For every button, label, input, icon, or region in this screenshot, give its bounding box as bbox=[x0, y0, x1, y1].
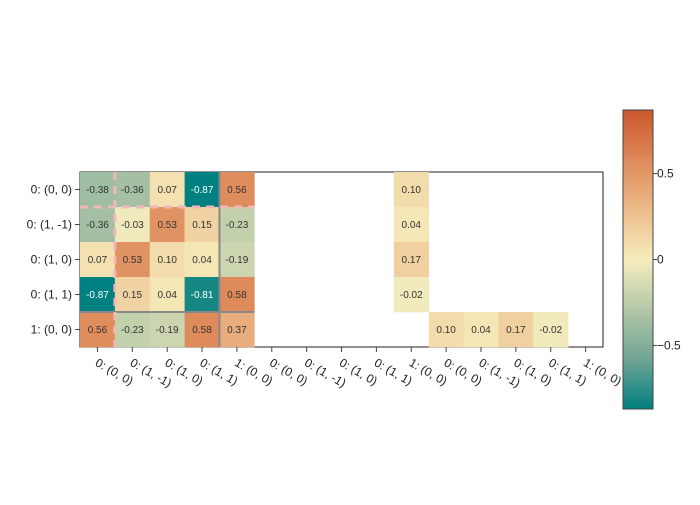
cell-value-label: 0.04 bbox=[471, 325, 491, 336]
heatmap-cell bbox=[80, 312, 116, 348]
cell-value-label: 0.15 bbox=[192, 220, 212, 231]
cell-value-label: 0.07 bbox=[157, 185, 177, 196]
heatmap-cell bbox=[184, 207, 220, 243]
cell-value-label: 0.17 bbox=[506, 325, 526, 336]
heatmap-cell bbox=[114, 242, 151, 278]
cell-value-label: 0.37 bbox=[227, 325, 247, 336]
cell-value-label: 0.04 bbox=[157, 290, 177, 301]
heatmap-cell bbox=[149, 172, 185, 208]
heatmap-cell bbox=[219, 207, 255, 243]
colorbar-tick-label: −0.5 bbox=[657, 338, 681, 352]
heatmap-cell bbox=[219, 277, 255, 313]
heatmap-cell bbox=[114, 312, 151, 348]
heatmap-cell bbox=[219, 172, 255, 208]
cell-value-label: 0.56 bbox=[88, 325, 108, 336]
heatmap-cell bbox=[184, 312, 220, 348]
heatmap-cells: -0.38 -0.36 0.07 -0.87 0.56 0.10 -0.36 -0.03 0.5… bbox=[80, 172, 569, 348]
cell-value-label: -0.36 bbox=[121, 185, 144, 196]
cell-value-label: -0.38 bbox=[86, 185, 109, 196]
cell-value-label: 0.53 bbox=[123, 255, 143, 266]
heatmap-cell bbox=[149, 207, 185, 243]
x-tick-label: 0: (0, 0) bbox=[442, 355, 485, 388]
y-tick-label: 0: (1, 1) bbox=[31, 288, 72, 302]
x-tick-label: 1: (0, 0) bbox=[581, 355, 624, 388]
cell-value-label: -0.81 bbox=[191, 290, 214, 301]
x-tick-label: 0: (0, 0) bbox=[267, 355, 310, 388]
cell-value-label: -0.02 bbox=[539, 325, 562, 336]
cell-value-label: 0.04 bbox=[402, 220, 422, 231]
cell-value-label: -0.02 bbox=[400, 290, 423, 301]
colorbar bbox=[622, 109, 654, 410]
cell-value-label: -0.03 bbox=[121, 220, 144, 231]
heatmap-cell bbox=[393, 207, 429, 243]
cell-value-label: 0.10 bbox=[157, 255, 177, 266]
y-tick-label: 0: (1, -1) bbox=[27, 218, 72, 232]
heatmap-cell bbox=[463, 312, 499, 348]
heatmap-cell bbox=[80, 207, 116, 243]
heatmap-cell bbox=[80, 172, 116, 208]
cell-value-label: -0.87 bbox=[191, 185, 214, 196]
cell-value-label: -0.36 bbox=[86, 220, 109, 231]
heatmap-cell bbox=[498, 312, 534, 348]
x-tick-label: 1: (0, 0) bbox=[407, 355, 450, 388]
heatmap-cell bbox=[114, 207, 151, 243]
cell-value-label: 0.10 bbox=[402, 185, 422, 196]
colorbar-tick-label: 0.5 bbox=[657, 167, 674, 181]
cell-value-label: -0.23 bbox=[226, 220, 249, 231]
heatmap-cell bbox=[114, 277, 151, 313]
y-tick-labels: 0: (0, 0) 0: (1, -1) 0: (1, 0) 0: (1, 1) 1: … bbox=[27, 183, 80, 337]
heatmap-cell bbox=[149, 312, 185, 348]
x-tick-label: 0: (1, 1) bbox=[372, 355, 415, 388]
heatmap-cell bbox=[184, 242, 220, 278]
cell-value-label: 0.10 bbox=[436, 325, 456, 336]
x-tick-label: 1: (0, 0) bbox=[232, 355, 275, 388]
heatmap-cell bbox=[219, 312, 255, 348]
cell-value-label: 0.04 bbox=[192, 255, 212, 266]
grid-overlay bbox=[80, 172, 255, 347]
cell-value-label: 0.53 bbox=[157, 220, 177, 231]
colorbar-tick-label: 0 bbox=[657, 253, 664, 267]
heatmap-cell bbox=[80, 242, 116, 278]
heatmap-cell bbox=[219, 242, 255, 278]
heatmap-cell bbox=[114, 172, 151, 208]
x-tick-label: 0: (1, 1) bbox=[546, 355, 589, 388]
heatmap-cell bbox=[149, 277, 185, 313]
y-tick-label: 1: (0, 0) bbox=[31, 323, 72, 337]
heatmap-cell bbox=[184, 172, 220, 208]
cell-value-label: 0.15 bbox=[123, 290, 143, 301]
cell-value-label: 0.07 bbox=[88, 255, 108, 266]
heatmap-cell bbox=[149, 242, 185, 278]
cell-value-label: -0.87 bbox=[86, 290, 109, 301]
cell-value-label: 0.58 bbox=[192, 325, 212, 336]
y-tick-label: 0: (1, 0) bbox=[31, 253, 72, 267]
heatmap-cell bbox=[393, 242, 429, 278]
cell-value-label: 0.56 bbox=[227, 185, 247, 196]
heatmap-cell bbox=[428, 312, 464, 348]
cell-value-label: -0.19 bbox=[226, 255, 249, 266]
heatmap-cell bbox=[533, 312, 569, 348]
cell-value-label: -0.23 bbox=[121, 325, 144, 336]
colorbar-gradient bbox=[622, 109, 654, 410]
cell-value-label: 0.17 bbox=[402, 255, 422, 266]
heatmap-cell bbox=[393, 277, 429, 313]
heatmap-cell bbox=[184, 277, 220, 313]
cell-value-label: 0.58 bbox=[227, 290, 247, 301]
heatmap-cell bbox=[80, 277, 116, 313]
x-tick-labels: 0: (0, 0)0: (1, -1)0: (1, 0)0: (1, 1)1: … bbox=[93, 347, 624, 390]
x-tick-label: 0: (0, 0) bbox=[93, 355, 136, 388]
x-tick-label: 0: (1, 1) bbox=[198, 355, 241, 388]
heatmap-cell bbox=[393, 172, 429, 208]
colorbar-tick-labels: 0.5 0 −0.5 bbox=[653, 167, 681, 352]
cell-value-label: -0.19 bbox=[156, 325, 179, 336]
y-tick-label: 0: (0, 0) bbox=[31, 183, 72, 197]
